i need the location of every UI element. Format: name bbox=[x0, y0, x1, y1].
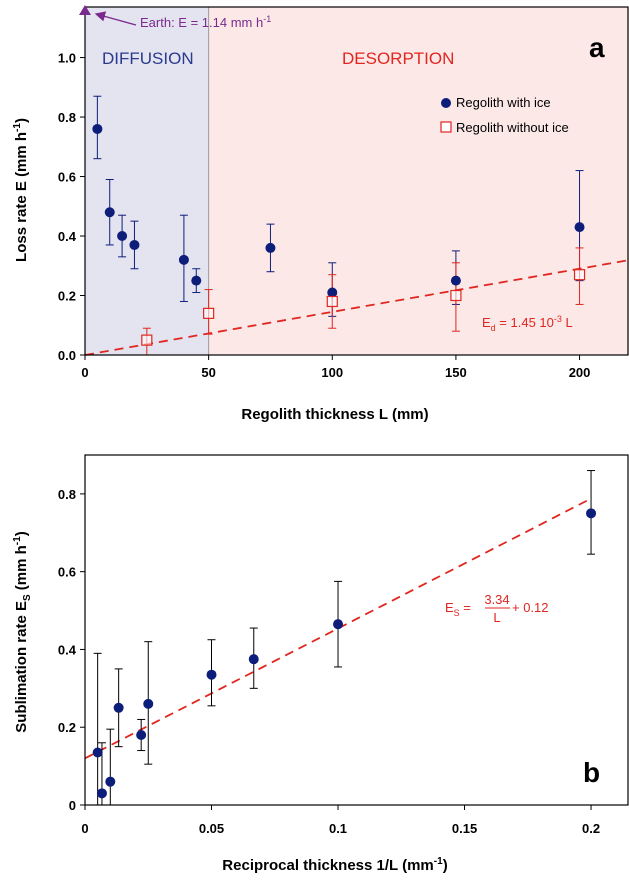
data-point-with-ice bbox=[265, 242, 276, 253]
legend-label-without-ice: Regolith without ice bbox=[456, 120, 569, 135]
panel-b-x-axis-label: Reciprocal thickness 1/L (mm-1) bbox=[222, 856, 447, 874]
panel-b-fit-line bbox=[84, 497, 592, 760]
legend-label-with-ice: Regolith with ice bbox=[456, 95, 551, 110]
data-point-with-ice bbox=[117, 231, 128, 242]
data-point bbox=[248, 654, 259, 665]
x-tick-label: 100 bbox=[321, 365, 343, 380]
data-point-with-ice bbox=[129, 239, 140, 250]
panel-a-fit-label: Ed = 1.45 10-3 L bbox=[482, 314, 573, 333]
panel-a-x-axis-label: Regolith thickness L (mm) bbox=[241, 406, 428, 423]
data-point-with-ice bbox=[104, 207, 115, 218]
data-point-without-ice bbox=[326, 295, 338, 308]
panel-a-legend: Regolith with ice Regolith without ice bbox=[440, 95, 569, 135]
x-tick-label: 0.2 bbox=[582, 821, 600, 836]
panel-a-plot-frame bbox=[84, 6, 629, 356]
earth-annotation: Earth: E = 1.14 mm h-1 bbox=[79, 5, 271, 30]
panel-b-letter: b bbox=[583, 757, 600, 788]
x-tick-label: 200 bbox=[569, 365, 591, 380]
earth-annotation-text: Earth: E = 1.14 mm h-1 bbox=[140, 14, 271, 30]
data-point-without-ice bbox=[141, 334, 153, 346]
earth-arrow bbox=[94, 11, 137, 26]
data-point-with-ice bbox=[327, 287, 338, 298]
x-tick-label: 0 bbox=[81, 821, 88, 836]
panel-b-plot-frame bbox=[84, 454, 629, 806]
fit-label-lhs: ES = bbox=[445, 600, 471, 618]
panel-b-fit-label: ES = 3.34 L + 0.12 bbox=[445, 592, 549, 625]
fit-label-denominator: L bbox=[493, 610, 500, 625]
data-point-with-ice bbox=[450, 275, 461, 286]
data-point bbox=[92, 747, 103, 758]
x-tick-label: 50 bbox=[201, 365, 215, 380]
panel-a: 0 50 100 150 200 0.0 0.2 0.4 0.6 0.8 1.0 DIFFUSIO… bbox=[12, 5, 629, 423]
data-point-with-ice bbox=[574, 222, 585, 233]
y-tick-label: 0 bbox=[69, 798, 76, 813]
data-point bbox=[333, 619, 344, 630]
earth-marker-triangle bbox=[79, 5, 91, 15]
diffusion-region-label: DIFFUSION bbox=[102, 49, 194, 68]
data-point bbox=[105, 776, 116, 787]
region-diffusion bbox=[85, 7, 209, 355]
y-tick-label: 0.8 bbox=[58, 110, 76, 125]
y-tick-label: 1.0 bbox=[58, 51, 76, 66]
data-point bbox=[136, 730, 147, 740]
panel-b: 0 0.05 0.1 0.15 0.2 0 0.2 0.4 0.6 0.8 b ES = 3.3… bbox=[12, 454, 629, 874]
x-tick-label: 0.05 bbox=[199, 821, 224, 836]
x-tick-label: 0 bbox=[81, 365, 88, 380]
panel-b-y-axis-label: Sublimation rate ES (mm h-1) bbox=[12, 531, 33, 732]
x-tick-label: 0.15 bbox=[452, 821, 477, 836]
legend-marker-with-ice bbox=[441, 98, 451, 108]
data-point-without-ice bbox=[203, 307, 215, 319]
data-point bbox=[96, 788, 107, 799]
panel-a-y-axis-label: Loss rate E (mm h-1) bbox=[12, 118, 30, 262]
fit-label-numerator: 3.34 bbox=[484, 592, 509, 607]
data-point bbox=[143, 698, 154, 709]
data-point-without-ice bbox=[450, 289, 462, 302]
panel-a-letter: a bbox=[589, 32, 605, 63]
data-point-without-ice bbox=[573, 269, 586, 281]
data-point bbox=[113, 702, 124, 713]
y-tick-label: 0.4 bbox=[58, 642, 77, 657]
data-point bbox=[206, 669, 217, 680]
fit-label-rest: + 0.12 bbox=[512, 600, 549, 615]
y-tick-label: 0.6 bbox=[58, 565, 76, 580]
data-point-with-ice bbox=[92, 123, 103, 134]
x-tick-label: 150 bbox=[445, 365, 467, 380]
x-tick-label: 0.1 bbox=[329, 821, 347, 836]
data-point-with-ice bbox=[178, 254, 189, 265]
desorption-region-label: DESORPTION bbox=[342, 49, 454, 68]
y-tick-label: 0.2 bbox=[58, 720, 76, 735]
y-tick-label: 0.2 bbox=[58, 289, 76, 304]
y-tick-label: 0.6 bbox=[58, 170, 76, 185]
data-point-with-ice bbox=[191, 275, 202, 286]
panel-a-fit-line bbox=[84, 259, 629, 356]
y-tick-label: 0.8 bbox=[58, 487, 76, 502]
legend-marker-without-ice bbox=[440, 121, 452, 133]
data-point bbox=[586, 508, 597, 519]
y-tick-label: 0.0 bbox=[58, 348, 76, 363]
y-tick-label: 0.4 bbox=[58, 229, 77, 244]
